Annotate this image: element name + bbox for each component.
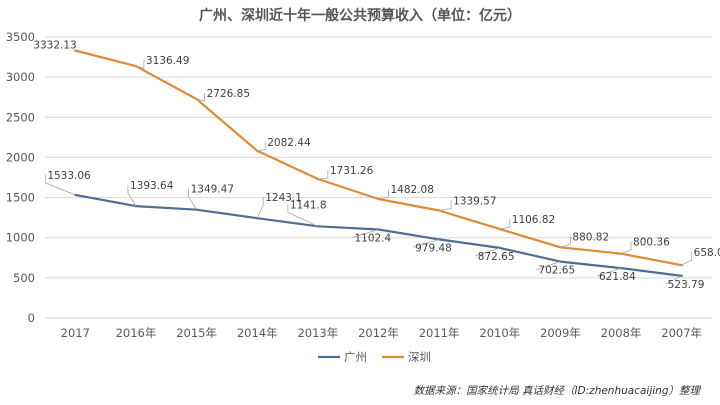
data-label-guangzhou: 979.48 <box>415 242 452 254</box>
y-axis: 0 500 1000 1500 2000 2500 3000 3500 <box>6 30 35 325</box>
data-label-guangzhou: 523.79 <box>668 279 705 291</box>
x-tick-label: 2011年 <box>419 326 460 340</box>
legend-label-shenzhen: 深圳 <box>408 350 431 364</box>
label-leader <box>256 197 264 219</box>
label-leader <box>188 188 197 210</box>
data-point-shenzhen <box>256 149 259 153</box>
legend-label-guangzhou: 广州 <box>344 350 367 364</box>
y-tick-label: 2500 <box>6 110 35 124</box>
data-label-guangzhou: 1243.1 <box>265 192 302 204</box>
data-label-shenzhen: 1339.57 <box>453 195 496 207</box>
data-label-shenzhen: 3332.13 <box>33 39 76 51</box>
label-leader <box>536 261 561 270</box>
label-leader <box>475 247 500 257</box>
label-leader <box>413 238 440 248</box>
data-label-guangzhou: 1393.64 <box>130 180 174 192</box>
data-label-shenzhen: 880.82 <box>572 231 609 243</box>
y-tick-label: 1500 <box>6 191 35 205</box>
label-leader <box>317 170 329 180</box>
x-tick-label: 2007年 <box>661 326 702 340</box>
data-label-guangzhou: 1533.06 <box>47 170 91 182</box>
data-label-shenzhen: 1106.82 <box>512 214 555 226</box>
data-label-shenzhen: 2726.85 <box>207 88 250 100</box>
data-label-shenzhen: 800.36 <box>633 237 670 249</box>
label-leader <box>499 219 511 230</box>
data-label-shenzhen: 2082.44 <box>267 137 311 149</box>
data-label-shenzhen: 658.06 <box>694 247 720 259</box>
label-leader <box>287 204 319 227</box>
data-point-shenzhen <box>498 227 501 231</box>
label-leader <box>196 93 205 102</box>
y-tick-label: 2000 <box>6 150 35 164</box>
legend: 广州 深圳 <box>318 350 431 364</box>
label-leader <box>596 267 622 277</box>
x-tick-label: 2014年 <box>237 326 278 340</box>
x-tick-label: 2015年 <box>176 326 217 340</box>
y-tick-label: 500 <box>13 271 35 285</box>
label-leader <box>439 200 452 211</box>
label-leader <box>378 189 389 200</box>
y-tick-label: 3500 <box>6 30 35 44</box>
y-tick-label: 1000 <box>6 231 35 245</box>
source-note: 数据来源：国家统计局 真话财经（ID:zhenhuacaijing）整理 <box>414 385 702 397</box>
x-tick-label: 2017 <box>61 326 90 340</box>
label-leader <box>665 275 682 285</box>
label-leader <box>620 241 632 255</box>
data-label-shenzhen: 1731.26 <box>330 165 374 177</box>
data-point-shenzhen <box>74 49 77 52</box>
x-tick-label: 2009年 <box>540 326 581 340</box>
label-leader <box>44 174 76 196</box>
x-tick-label: 2008年 <box>601 326 642 340</box>
chart-title: 广州、深圳近十年一般公共预算收入（单位：亿元） <box>199 7 521 24</box>
data-label-guangzhou: 621.84 <box>599 271 636 283</box>
data-label-guangzhou: 1349.47 <box>191 184 234 196</box>
y-tick-label: 0 <box>28 311 35 325</box>
data-label-guangzhou: 702.65 <box>538 265 575 277</box>
label-leader <box>135 60 145 69</box>
x-tick-label: 2010年 <box>479 326 520 340</box>
label-leader <box>127 185 137 207</box>
x-tick-label: 2016年 <box>116 326 157 340</box>
data-label-guangzhou: 872.65 <box>478 251 515 263</box>
data-label-shenzhen: 3136.49 <box>146 55 189 67</box>
x-tick-label: 2013年 <box>297 326 338 340</box>
data-label-guangzhou: 1102.4 <box>355 232 392 244</box>
label-leader <box>257 141 266 152</box>
y-tick-label: 3000 <box>6 70 35 84</box>
label-leader <box>681 252 693 266</box>
x-tick-label: 2012年 <box>358 326 399 340</box>
label-leader <box>352 229 379 238</box>
label-leader <box>560 236 571 248</box>
data-label-guangzhou: 1141.8 <box>290 199 327 211</box>
x-axis: 2017 2016年 2015年 2014年 2013年 2012年 2011年 2010年 2… <box>61 326 702 340</box>
data-label-shenzhen: 1482.08 <box>391 184 434 196</box>
